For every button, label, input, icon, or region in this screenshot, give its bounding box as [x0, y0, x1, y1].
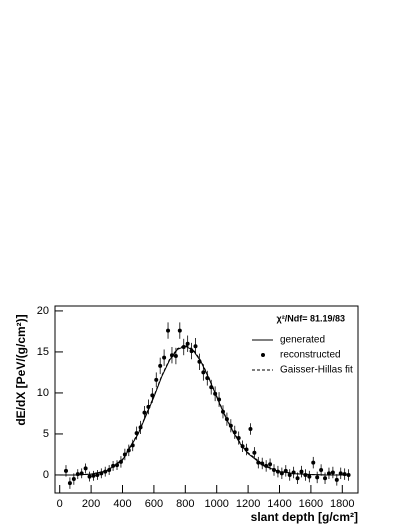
data-point: [287, 472, 292, 477]
y-axis-label: dE/dX [PeV/(g/cm²)]: [14, 314, 28, 425]
data-point: [95, 472, 100, 477]
data-point: [252, 450, 257, 455]
data-point: [75, 472, 80, 477]
data-point: [201, 370, 206, 375]
data-point: [268, 462, 273, 467]
data-point: [279, 471, 284, 476]
data-point: [158, 363, 163, 368]
data-point: [173, 354, 178, 359]
data-point: [213, 391, 218, 396]
data-point: [142, 410, 147, 415]
data-point: [323, 476, 328, 481]
data-point: [248, 427, 253, 432]
data-point: [299, 469, 304, 474]
plot-frame: [54, 305, 359, 494]
curve: [59, 344, 351, 476]
data-point: [334, 477, 339, 482]
data-point: [185, 341, 190, 346]
data-point: [232, 430, 237, 435]
data-point: [166, 328, 171, 333]
data-point: [236, 436, 241, 441]
data-point: [154, 377, 159, 382]
data-point: [342, 472, 347, 477]
y-tick-label: 20: [37, 305, 49, 317]
data-point: [162, 355, 167, 360]
x-tick-label: 200: [82, 498, 100, 510]
data-point: [326, 471, 331, 476]
y-tick-label: 15: [37, 346, 49, 358]
data-point: [122, 452, 127, 457]
data-point: [209, 385, 214, 390]
data-point: [177, 328, 182, 333]
data-point: [303, 472, 308, 477]
data-point: [315, 475, 320, 480]
legend-label: generated: [280, 335, 325, 346]
y-tick-label: 10: [37, 387, 49, 399]
data-point: [311, 460, 316, 465]
data-point: [295, 476, 300, 481]
data-point: [319, 468, 324, 473]
data-point: [256, 460, 261, 465]
x-tick-label: 1000: [204, 498, 228, 510]
data-point: [83, 466, 88, 471]
x-tick-label: 1200: [236, 498, 260, 510]
x-tick-label: 600: [145, 498, 163, 510]
data-point: [169, 353, 174, 358]
x-tick-label: 1800: [330, 498, 354, 510]
data-point: [91, 473, 96, 478]
data-point: [307, 474, 312, 479]
chi2-annotation: χ²/Ndf= 81.19/83: [277, 313, 345, 323]
data-point: [264, 463, 269, 468]
y-tick-label: 0: [43, 469, 49, 481]
data-point: [71, 477, 76, 482]
legend-label: Gaisser-Hillas fit: [280, 365, 353, 376]
x-tick-label: 1400: [267, 498, 291, 510]
x-tick-label: 800: [176, 498, 194, 510]
data-point: [244, 447, 249, 452]
data-point: [338, 471, 343, 476]
data-point: [330, 470, 335, 475]
legend-marker: [261, 353, 265, 357]
data-point: [189, 349, 194, 354]
data-point: [118, 459, 123, 464]
data-point: [63, 468, 68, 473]
data-point: [67, 481, 72, 486]
x-tick-label: 1600: [299, 498, 323, 510]
legend-label: reconstructed: [280, 350, 341, 361]
x-tick-label: 400: [113, 498, 131, 510]
data-point: [87, 474, 92, 479]
x-axis-label: slant depth [g/cm²]: [251, 510, 358, 524]
data-point: [130, 443, 135, 448]
y-tick-label: 5: [43, 428, 49, 440]
data-point: [107, 468, 112, 473]
data-point: [193, 344, 198, 349]
data-point: [115, 463, 120, 468]
x-tick-label: 0: [57, 498, 63, 510]
